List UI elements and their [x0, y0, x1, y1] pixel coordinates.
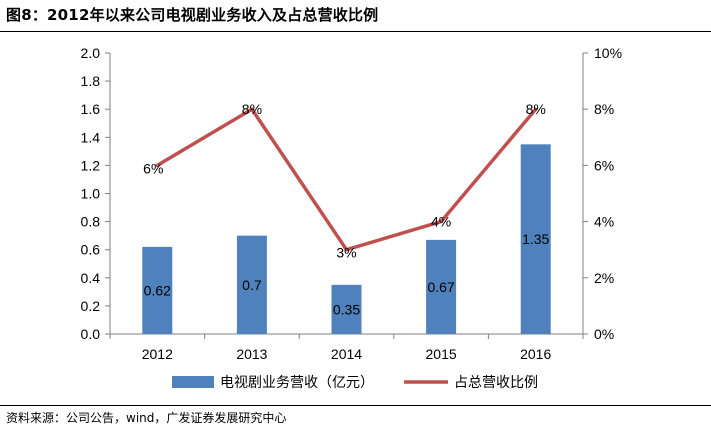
left-tick-label: 0.2 — [81, 298, 101, 314]
legend-label-line: 占总营收比例 — [454, 374, 538, 390]
x-tick-label: 2013 — [236, 346, 267, 362]
right-tick-label: 6% — [594, 157, 614, 173]
line-point — [534, 107, 538, 111]
left-tick-label: 1.4 — [81, 129, 101, 145]
bar-data-label: 0.67 — [427, 279, 454, 295]
line-point — [155, 163, 159, 167]
left-tick-label: 1.0 — [81, 186, 101, 202]
left-tick-label: 0.8 — [81, 214, 101, 230]
chart-title: 图8：2012年以来公司电视剧业务收入及占总营收比例 — [6, 6, 379, 24]
legend-swatch-bar — [172, 376, 214, 388]
right-tick-label: 8% — [594, 101, 614, 117]
left-tick-label: 1.6 — [81, 101, 101, 117]
bar — [236, 235, 267, 334]
left-tick-label: 0.4 — [81, 270, 101, 286]
left-tick-label: 0.0 — [81, 326, 101, 342]
line-point — [439, 220, 443, 224]
bar — [142, 246, 173, 334]
left-tick-label: 1.8 — [81, 73, 101, 89]
x-tick-label: 2015 — [426, 346, 457, 362]
line-data-label: 8% — [526, 101, 546, 117]
bar-data-label: 0.7 — [242, 277, 262, 293]
left-tick-label: 2.0 — [81, 45, 101, 61]
right-tick-label: 4% — [594, 214, 614, 230]
line-data-label: 3% — [336, 245, 356, 261]
line-point — [345, 248, 348, 252]
line-point — [250, 107, 254, 111]
source-note: 资料来源：公司公告，wind，广发证券发展研究中心 — [6, 411, 287, 425]
bar — [331, 284, 362, 334]
bar-data-label: 0.62 — [144, 282, 171, 298]
x-tick-label: 2016 — [520, 346, 551, 362]
bar — [520, 144, 551, 334]
bar-data-label: 1.35 — [522, 231, 549, 247]
legend-label-bar: 电视剧业务营收（亿元） — [220, 374, 374, 390]
right-tick-label: 0% — [594, 326, 614, 342]
left-tick-label: 0.6 — [81, 242, 101, 258]
x-tick-label: 2012 — [142, 346, 173, 362]
left-tick-label: 1.2 — [81, 157, 101, 173]
footer-divider — [0, 405, 711, 406]
right-tick-label: 10% — [594, 45, 622, 61]
ratio-line — [155, 107, 538, 252]
bar-data-label: 0.35 — [333, 301, 360, 317]
x-tick-label: 2014 — [331, 346, 362, 362]
line-data-label: 8% — [242, 101, 262, 117]
bar — [426, 239, 457, 334]
title-divider — [0, 31, 711, 32]
right-tick-label: 2% — [594, 270, 614, 286]
line-data-label: 6% — [143, 160, 163, 176]
combo-chart: 0.0 0.2 0.4 0.6 0.8 1.0 1.2 1.4 1.6 1.8 2.0 0% 2% 4% 6… — [81, 45, 623, 390]
line-data-label: 4% — [431, 214, 451, 230]
